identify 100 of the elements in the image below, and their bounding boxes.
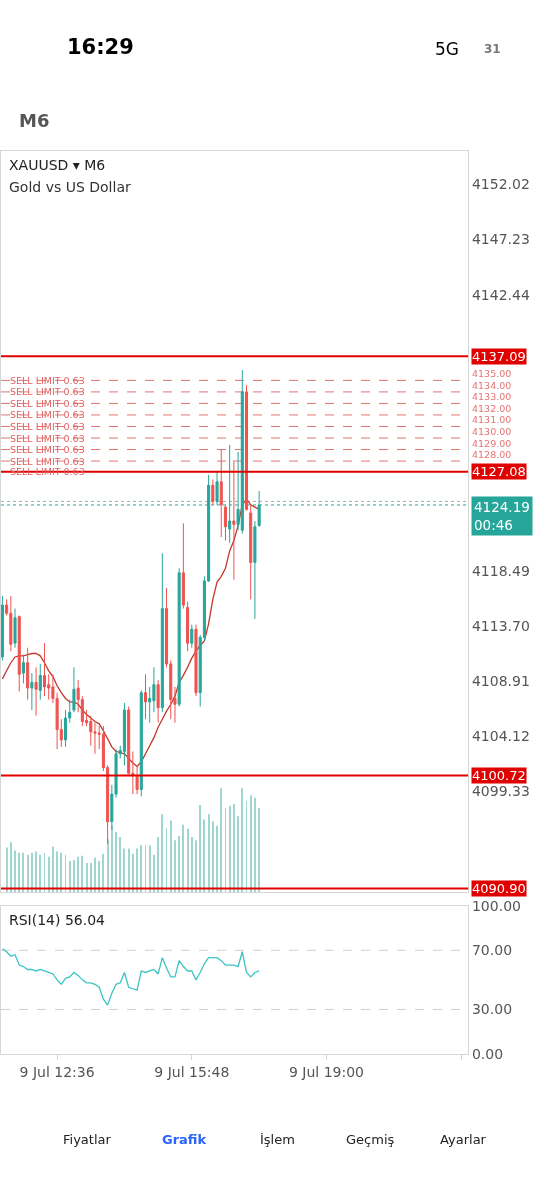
bar [94, 857, 96, 893]
bar [102, 853, 104, 893]
text: RSI(14) 56.04 [9, 912, 106, 928]
bar [153, 854, 155, 893]
bar [220, 788, 222, 893]
x-tick-label: 9 Jul 19:00 [288, 1063, 364, 1080]
y-tick-label: 4147.23 [471, 231, 530, 248]
bar [48, 856, 50, 893]
text: Geçmiş [346, 1132, 395, 1147]
bar [149, 845, 151, 893]
candlestick [30, 672, 34, 711]
bar [195, 840, 197, 893]
bar [52, 846, 54, 893]
ref-line-label: 4129.00 [472, 438, 512, 449]
candlestick [156, 679, 160, 724]
candlestick [139, 689, 143, 797]
candlestick [72, 666, 76, 713]
bar [132, 853, 134, 893]
text: 5G [435, 39, 459, 59]
y-tick-label: 4108.91 [471, 672, 530, 689]
y-tick-label: 4104.12 [471, 728, 530, 745]
candlestick [190, 624, 194, 649]
bar [115, 831, 117, 893]
ref-line-label: 4132.00 [472, 403, 512, 414]
text: Fiyatlar [63, 1132, 112, 1147]
bar [170, 820, 172, 893]
text: İşlem [260, 1132, 295, 1147]
bar [39, 854, 41, 893]
text: Gold vs US Dollar [9, 179, 131, 195]
text: 16:29 [67, 35, 134, 59]
y-tick-label: 4099.33 [471, 783, 530, 800]
candlestick [177, 567, 181, 708]
candlestick [232, 459, 236, 581]
y-tick-label: 70.00 [471, 942, 513, 959]
candlestick [38, 663, 42, 701]
bar [31, 852, 33, 893]
ref-line-label: 4130.00 [472, 426, 512, 437]
bar [199, 804, 201, 893]
bar [254, 797, 256, 893]
bar [182, 824, 184, 893]
candlestick [21, 654, 25, 684]
y-tick-label: 100.00 [471, 897, 521, 914]
bar [77, 856, 79, 893]
bar [174, 840, 176, 893]
bar [98, 860, 100, 893]
ref-line-label: 4135.00 [472, 368, 512, 379]
ref-line-label: 4137.09 [472, 349, 526, 364]
candlestick [122, 702, 126, 766]
ref-line-label: 4134.00 [472, 380, 512, 391]
y-tick-label: 4152.02 [471, 176, 530, 193]
bar [216, 825, 218, 893]
text: XAUUSD ▾ M6 [9, 157, 106, 173]
candlestick [194, 624, 198, 697]
candlestick [34, 666, 38, 717]
candlestick [13, 608, 17, 649]
bar [73, 859, 75, 893]
candlestick [249, 504, 253, 600]
candlestick [42, 642, 47, 697]
bar [60, 852, 62, 893]
bar [233, 803, 235, 893]
text: Ayarlar [440, 1132, 487, 1147]
bar [157, 837, 159, 893]
bar [178, 836, 180, 893]
candlestick [211, 479, 215, 506]
bar [241, 788, 243, 893]
candlestick [1, 595, 4, 661]
ref-line-label: 4124.19 00:46 [474, 499, 530, 533]
ref-line-label: 4100.72 [472, 768, 526, 783]
bar [81, 855, 83, 893]
bar [161, 814, 163, 893]
bar [123, 848, 125, 893]
y-tick-label: 4118.49 [471, 562, 530, 579]
bar [10, 842, 12, 893]
bar [128, 848, 130, 893]
annotation: SELL LIMIT 0.63 [10, 386, 85, 397]
bar [90, 863, 92, 893]
bar [203, 819, 205, 893]
bar [111, 825, 113, 893]
candlestick [240, 369, 244, 535]
line-series [1, 498, 260, 768]
text: M6 [19, 110, 50, 131]
ref-line-label: 4133.00 [472, 391, 512, 402]
annotation: SELL LIMIT 0.63 [10, 456, 85, 467]
bar [35, 851, 37, 893]
y-tick-label: 0.00 [471, 1045, 504, 1062]
ref-line-label: 4090.90 [472, 881, 526, 896]
ref-line-label: 4128.00 [472, 449, 512, 460]
annotation: SELL LIMIT 0.63 [10, 433, 85, 444]
bar [27, 854, 29, 893]
x-tick-label: 9 Jul 15:48 [154, 1063, 230, 1080]
candlestick [186, 601, 190, 652]
bar [208, 814, 210, 893]
y-tick-label: 4142.44 [471, 286, 530, 303]
candlestick [223, 504, 227, 542]
candlestick [181, 522, 185, 610]
text: Grafik [162, 1132, 207, 1147]
bar [14, 850, 16, 893]
candlestick [160, 552, 164, 713]
bar [191, 837, 193, 893]
bar [69, 860, 71, 893]
